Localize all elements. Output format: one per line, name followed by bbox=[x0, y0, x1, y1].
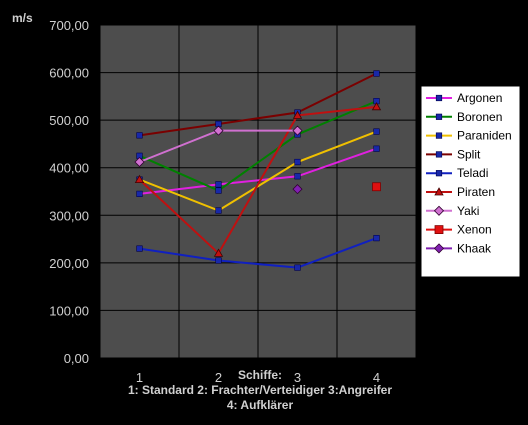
series-khaak bbox=[292, 184, 303, 195]
gridlines bbox=[99, 24, 417, 359]
x-tick-label: 4 bbox=[373, 370, 380, 385]
legend-label: Teladi bbox=[457, 166, 488, 180]
data-point-marker bbox=[292, 110, 303, 119]
series-xenon bbox=[372, 182, 381, 192]
data-point-marker bbox=[434, 187, 444, 196]
x-axis-caption: Schiffe: 1: Standard 2: Frachter/Verteid… bbox=[0, 368, 520, 413]
data-point-marker bbox=[373, 70, 380, 77]
series-lines bbox=[134, 70, 382, 271]
y-tick-label: 200,00 bbox=[49, 256, 89, 271]
data-point-marker bbox=[435, 170, 443, 177]
series-piraten bbox=[134, 102, 382, 257]
legend-item: Yaki bbox=[426, 204, 479, 218]
data-point-marker bbox=[215, 181, 222, 188]
y-tick-label: 100,00 bbox=[49, 303, 89, 318]
series-argonen bbox=[136, 145, 380, 197]
data-point-marker bbox=[136, 245, 143, 252]
y-unit-label: m/s bbox=[12, 11, 33, 25]
legend-item: Boronen bbox=[426, 110, 502, 124]
data-point-marker bbox=[435, 151, 443, 158]
x-tick-labels: 1 2 3 4 bbox=[136, 370, 380, 385]
data-point-marker bbox=[435, 113, 443, 120]
data-point-marker bbox=[292, 184, 303, 195]
data-point-marker bbox=[373, 145, 380, 152]
series-line bbox=[139, 72, 377, 137]
series-line bbox=[138, 105, 377, 255]
y-tick-label: 300,00 bbox=[49, 208, 89, 223]
data-point-marker bbox=[294, 158, 301, 166]
data-point-marker bbox=[373, 128, 380, 135]
y-tick-label: 700,00 bbox=[49, 18, 89, 33]
y-tick-label: 0,00 bbox=[64, 351, 89, 366]
x-tick-label: 2 bbox=[215, 370, 222, 385]
legend-item: Paraniden bbox=[426, 129, 512, 143]
x-axis-caption-line-2: 1: Standard 2: Frachter/Verteidiger 3:An… bbox=[127, 383, 393, 397]
x-tick-label: 3 bbox=[294, 370, 301, 385]
data-point-marker bbox=[215, 187, 222, 194]
data-point-marker bbox=[213, 125, 224, 136]
x-axis-caption-line-3: 4: Aufklärer bbox=[226, 398, 294, 412]
legend-label: Argonen bbox=[457, 91, 502, 105]
y-tick-label: 400,00 bbox=[49, 161, 89, 176]
legend-item: Xenon bbox=[426, 223, 492, 237]
legend: Argonen Boronen Paraniden Split Teladi Pirate… bbox=[420, 85, 521, 278]
legend-item: Khaak bbox=[426, 241, 492, 255]
data-point-marker bbox=[136, 132, 143, 139]
data-point-marker bbox=[373, 235, 380, 242]
data-point-marker bbox=[215, 207, 222, 214]
legend-label: Xenon bbox=[457, 223, 492, 237]
x-tick-label: 1 bbox=[136, 370, 143, 385]
legend-item: Split bbox=[426, 147, 481, 161]
legend-label: Boronen bbox=[457, 110, 502, 124]
data-point-marker bbox=[294, 264, 301, 271]
legend-label: Split bbox=[457, 147, 481, 161]
series-line bbox=[139, 147, 377, 195]
legend-item: Piraten bbox=[426, 185, 495, 199]
data-point-marker bbox=[433, 243, 445, 254]
x-axis-caption-line-1: Schiffe: bbox=[237, 368, 282, 382]
legend-label: Piraten bbox=[457, 185, 495, 199]
data-point-marker bbox=[434, 225, 444, 235]
data-point-marker bbox=[215, 257, 222, 264]
data-point-marker bbox=[371, 102, 382, 111]
data-point-marker bbox=[213, 248, 224, 257]
series-line bbox=[139, 237, 377, 269]
data-point-marker bbox=[292, 125, 303, 136]
data-point-marker bbox=[372, 182, 381, 192]
data-point-marker bbox=[433, 205, 445, 216]
legend-label: Yaki bbox=[457, 204, 479, 218]
y-tick-labels: 0,00 100,00 200,00 300,00 400,00 500,00 600,00… bbox=[49, 18, 89, 366]
y-tick-label: 600,00 bbox=[49, 66, 89, 81]
data-point-marker bbox=[136, 190, 143, 197]
data-point-marker bbox=[435, 94, 443, 102]
series-teladi bbox=[136, 235, 380, 271]
legend-label: Khaak bbox=[457, 241, 492, 255]
y-tick-label: 500,00 bbox=[49, 113, 89, 128]
legend-item: Teladi bbox=[426, 166, 488, 180]
data-point-marker bbox=[435, 132, 443, 139]
data-point-marker bbox=[294, 173, 301, 180]
data-point-marker bbox=[134, 174, 145, 184]
data-point-marker bbox=[134, 156, 145, 168]
series-line bbox=[139, 100, 377, 192]
series-yaki bbox=[134, 125, 303, 168]
legend-item: Argonen bbox=[426, 91, 502, 105]
legend-label: Paraniden bbox=[457, 129, 512, 143]
